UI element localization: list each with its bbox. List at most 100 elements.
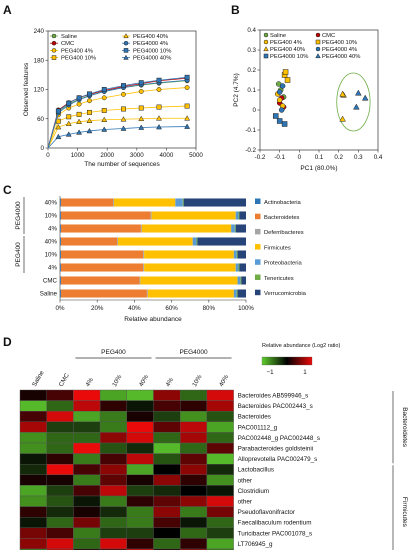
legend-label: CMC xyxy=(61,41,74,47)
bar-segment xyxy=(117,237,193,246)
legend-label: PEG400 40% xyxy=(133,34,168,40)
row-group-label: Bacteroidetes xyxy=(401,407,408,447)
heatmap-cell xyxy=(19,464,47,476)
heatmap-cell xyxy=(99,464,127,476)
heatmap-cell xyxy=(19,485,47,497)
category-label: 10% xyxy=(45,252,58,259)
y-tick-label: 0.4 xyxy=(247,27,256,34)
heatmap-cell xyxy=(99,411,127,423)
x-tick-label: -0.1 xyxy=(274,154,285,161)
heatmap-cell xyxy=(206,432,234,444)
x-axis-label: The number of sequences xyxy=(84,161,160,168)
heatmap-cell xyxy=(126,495,154,507)
heatmap-cell xyxy=(179,485,208,497)
column-label: 40% xyxy=(138,373,151,388)
bar-segment xyxy=(239,211,246,220)
legend-marker xyxy=(123,48,129,53)
heatmap-cell xyxy=(206,485,234,497)
data-point xyxy=(276,118,283,124)
heatmap-cell xyxy=(206,389,234,401)
heatmap-cell xyxy=(73,506,101,518)
legend-label: Proteobacteria xyxy=(264,261,302,267)
x-tick-label: 0.2 xyxy=(334,154,343,161)
data-point xyxy=(86,98,92,104)
column-label: 10% xyxy=(191,373,204,388)
data-point xyxy=(184,103,190,109)
cluster-ellipse xyxy=(336,72,371,132)
data-point xyxy=(101,126,108,132)
bar-segment xyxy=(140,276,238,285)
legend-swatch xyxy=(255,213,261,220)
bar-segment xyxy=(231,224,235,233)
bar-segment xyxy=(139,276,141,285)
heatmap-cell xyxy=(73,517,101,529)
data-point xyxy=(55,118,61,124)
legend-marker xyxy=(51,40,57,46)
heatmap-cell xyxy=(99,506,127,518)
row-label: Bacteroides AB599946_s xyxy=(238,393,309,400)
heatmap-cell xyxy=(206,453,234,465)
legend-swatch xyxy=(255,259,261,265)
series-line xyxy=(47,79,188,149)
category-label: 4% xyxy=(48,226,57,233)
row-label: Turicibacter PAC001078_s xyxy=(238,530,313,537)
heatmap-cell xyxy=(179,432,208,444)
legend-marker xyxy=(263,32,269,38)
heatmap-cell xyxy=(153,506,181,518)
bar-segment xyxy=(197,237,246,246)
group-label: PEG4000 xyxy=(15,201,22,230)
heatmap-cell xyxy=(153,464,181,476)
heatmap-cell xyxy=(19,432,47,444)
heatmap-cell xyxy=(179,421,208,433)
panel-label-d: D xyxy=(3,335,12,349)
heatmap-cell xyxy=(19,474,47,486)
chart-c-stacked-bar: 0% 20% 40% 60% 80% 100% Relative abundance 40% 1… xyxy=(15,196,307,323)
data-point xyxy=(361,94,369,101)
legend-label: PEG400 40% xyxy=(270,47,305,53)
x-axis-label: PC1 (80.0%) xyxy=(300,165,337,172)
legend-marker xyxy=(315,53,321,59)
series-line xyxy=(47,117,188,149)
legend-swatch xyxy=(255,274,261,280)
legend-label: PEG400 10% xyxy=(61,56,96,62)
heatmap-cell xyxy=(206,464,234,476)
category-label: 40% xyxy=(45,239,58,246)
column-label: 4% xyxy=(165,376,176,388)
bar-segment xyxy=(237,289,246,298)
heatmap-cell xyxy=(19,517,47,529)
row-label: LT706945_g xyxy=(238,541,273,548)
legend-label: PEG4000 40% xyxy=(133,56,171,62)
heatmap-cell xyxy=(19,453,47,465)
heatmap-cell xyxy=(73,527,101,539)
heatmap-cell xyxy=(99,495,127,507)
legend-label: Actinobacteria xyxy=(264,200,302,206)
bar-segment xyxy=(237,250,246,259)
legend-label: Verrucomicrobia xyxy=(264,291,307,297)
legend-marker xyxy=(263,53,269,59)
y-tick-label: 0.1 xyxy=(247,87,256,94)
heatmap-cell xyxy=(99,527,127,539)
y-tick-label: 180 xyxy=(34,57,45,64)
heatmap-cell xyxy=(153,400,181,412)
row-label: Parabacteroides goldsteinii xyxy=(238,446,314,453)
heatmap-cell xyxy=(19,389,47,401)
bar-segment xyxy=(60,263,61,272)
heatmap-cell xyxy=(46,495,74,507)
legend-label: PEG4000 40% xyxy=(322,54,360,60)
row-label: other xyxy=(238,499,252,506)
bar-segment xyxy=(60,224,141,233)
heatmap-cell xyxy=(206,527,234,539)
heatmap-cell xyxy=(126,421,154,433)
data-point xyxy=(339,115,346,122)
y-tick-label: 0.2 xyxy=(247,67,256,74)
data-point xyxy=(65,131,72,137)
y-tick-label: 0 xyxy=(253,107,257,114)
heatmap-cell xyxy=(179,464,208,476)
legend-colorbar xyxy=(261,356,313,366)
heatmap-cell xyxy=(73,421,101,433)
x-tick-label: 0.1 xyxy=(315,154,324,161)
x-tick-label: 80% xyxy=(203,305,216,312)
heatmap-cell xyxy=(206,495,234,507)
heatmap-cell xyxy=(19,421,47,433)
